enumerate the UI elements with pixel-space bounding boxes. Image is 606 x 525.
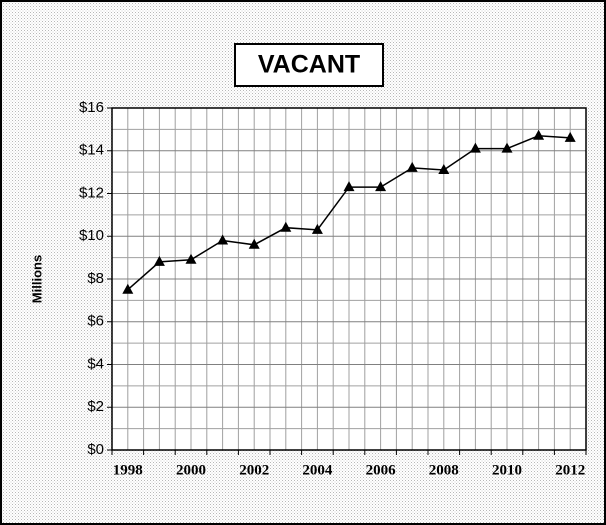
marker xyxy=(501,142,513,153)
y-tick-label: $6 xyxy=(87,313,104,330)
marker xyxy=(248,238,260,249)
marker xyxy=(469,142,481,153)
marker xyxy=(185,253,197,264)
marker xyxy=(343,181,355,192)
x-tick-label: 2004 xyxy=(302,462,333,478)
x-tick-label: 2000 xyxy=(176,462,206,478)
y-tick-label: $4 xyxy=(87,355,104,372)
marker xyxy=(406,161,418,172)
marker xyxy=(438,163,450,174)
y-tick-label: $16 xyxy=(79,99,104,116)
y-tick-label: $12 xyxy=(79,184,104,201)
marker xyxy=(153,255,165,266)
x-tick-label: 2002 xyxy=(239,462,269,478)
marker xyxy=(217,234,229,245)
marker xyxy=(311,223,323,234)
x-tick-label: 2010 xyxy=(492,462,522,478)
y-tick-label: $0 xyxy=(87,441,104,458)
y-tick-label: $8 xyxy=(87,270,104,287)
y-tick-label: $2 xyxy=(87,398,104,415)
x-tick-label: 2006 xyxy=(366,462,397,478)
marker xyxy=(375,181,387,192)
x-tick-label: 2008 xyxy=(429,462,459,478)
marker xyxy=(533,129,545,140)
marker xyxy=(564,131,576,142)
y-tick-label: $10 xyxy=(79,227,104,244)
x-tick-label: 2012 xyxy=(555,462,585,478)
marker xyxy=(280,221,292,232)
y-axis-label: Millions xyxy=(29,255,44,303)
plot-border xyxy=(111,107,587,451)
chart-title: VACANT xyxy=(258,51,360,79)
y-tick-label: $14 xyxy=(79,142,104,159)
title-box xyxy=(234,43,384,87)
marker xyxy=(122,283,134,294)
x-tick-label: 1998 xyxy=(113,462,143,478)
